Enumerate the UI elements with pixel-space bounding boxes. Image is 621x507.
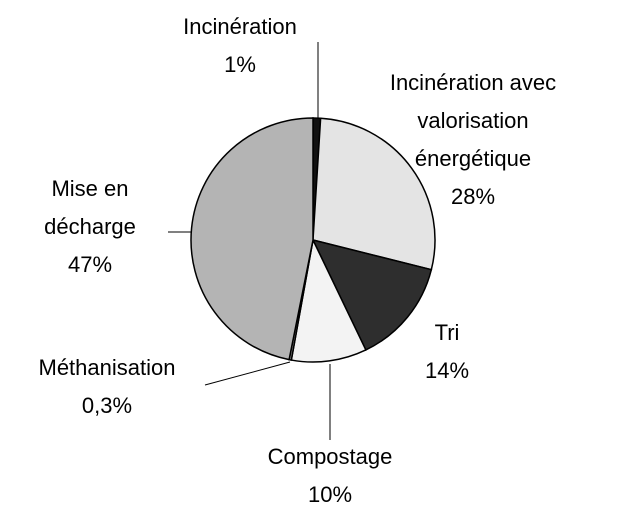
pie-slice bbox=[190, 117, 314, 361]
category-label: Compostage bbox=[267, 444, 393, 469]
category-label: Incinération avec valorisation énergétiq… bbox=[389, 70, 557, 171]
pie-slice bbox=[290, 237, 367, 363]
pie-slice bbox=[311, 238, 433, 351]
slice-label: Incinération 1% bbox=[160, 8, 320, 84]
category-label: Incinération bbox=[183, 14, 297, 39]
slice-label: Compostage 10% bbox=[240, 438, 420, 507]
slice-label: Incinération avec valorisation énergétiq… bbox=[373, 64, 573, 216]
category-label: Mise en décharge bbox=[44, 176, 136, 239]
pie-slice bbox=[312, 117, 436, 271]
value-label: 10% bbox=[307, 482, 353, 507]
value-label: 0,3% bbox=[81, 393, 133, 418]
slice-label: Tri 14% bbox=[407, 314, 487, 390]
value-label: 47% bbox=[67, 252, 113, 277]
value-label: 14% bbox=[424, 358, 470, 383]
value-label: 28% bbox=[450, 184, 496, 209]
value-label: 1% bbox=[224, 52, 256, 77]
leader-line bbox=[204, 361, 291, 386]
category-label: Méthanisation bbox=[38, 355, 176, 380]
slice-label: Mise en décharge 47% bbox=[25, 170, 155, 284]
slice-label: Méthanisation 0,3% bbox=[7, 349, 207, 425]
category-label: Tri bbox=[434, 320, 460, 345]
